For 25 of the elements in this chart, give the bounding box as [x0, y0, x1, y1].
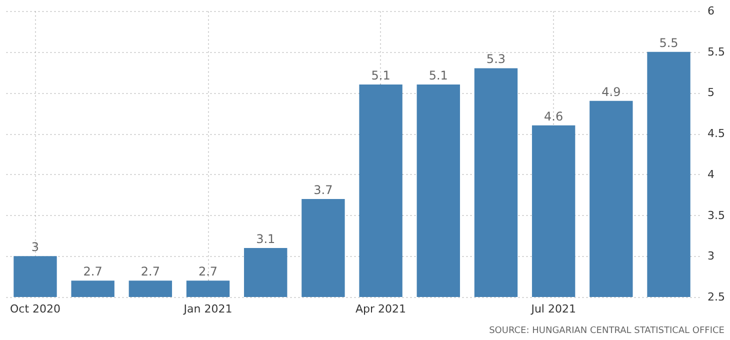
data-label: 5.1 [371, 68, 390, 83]
data-label: 3.1 [256, 232, 276, 246]
x-tick-label: Oct 2020 [10, 302, 60, 316]
y-tick-label: 6 [708, 4, 714, 18]
data-label: 3.7 [314, 182, 333, 197]
x-tick-label: Jan 2021 [182, 302, 232, 316]
data-label: 2.7 [140, 264, 160, 279]
y-tick-label: 5 [708, 86, 714, 100]
y-tick-label: 4 [708, 168, 714, 181]
data-label: 4.6 [544, 109, 564, 124]
source-note: SOURCE: HUNGARIAN CENTRAL STATISTICAL OFFICE [489, 326, 725, 336]
data-label: 4.9 [602, 84, 621, 99]
y-tick-label: 3.5 [708, 208, 725, 222]
y-tick-label: 4.5 [708, 127, 725, 140]
y-tick-label: 2.5 [708, 290, 725, 304]
x-tick-label: Jul 2021 [530, 302, 576, 316]
y-tick-label: 5.5 [708, 45, 725, 58]
data-label: 2.7 [198, 264, 218, 279]
data-label: 5.3 [486, 52, 506, 66]
y-tick-label: 3 [708, 250, 714, 263]
data-label: 2.7 [83, 264, 102, 279]
data-label: 5.5 [659, 36, 678, 50]
data-label: 3 [31, 240, 40, 254]
x-tick-label: Apr 2021 [356, 302, 406, 316]
data-label: 5.1 [428, 68, 448, 83]
